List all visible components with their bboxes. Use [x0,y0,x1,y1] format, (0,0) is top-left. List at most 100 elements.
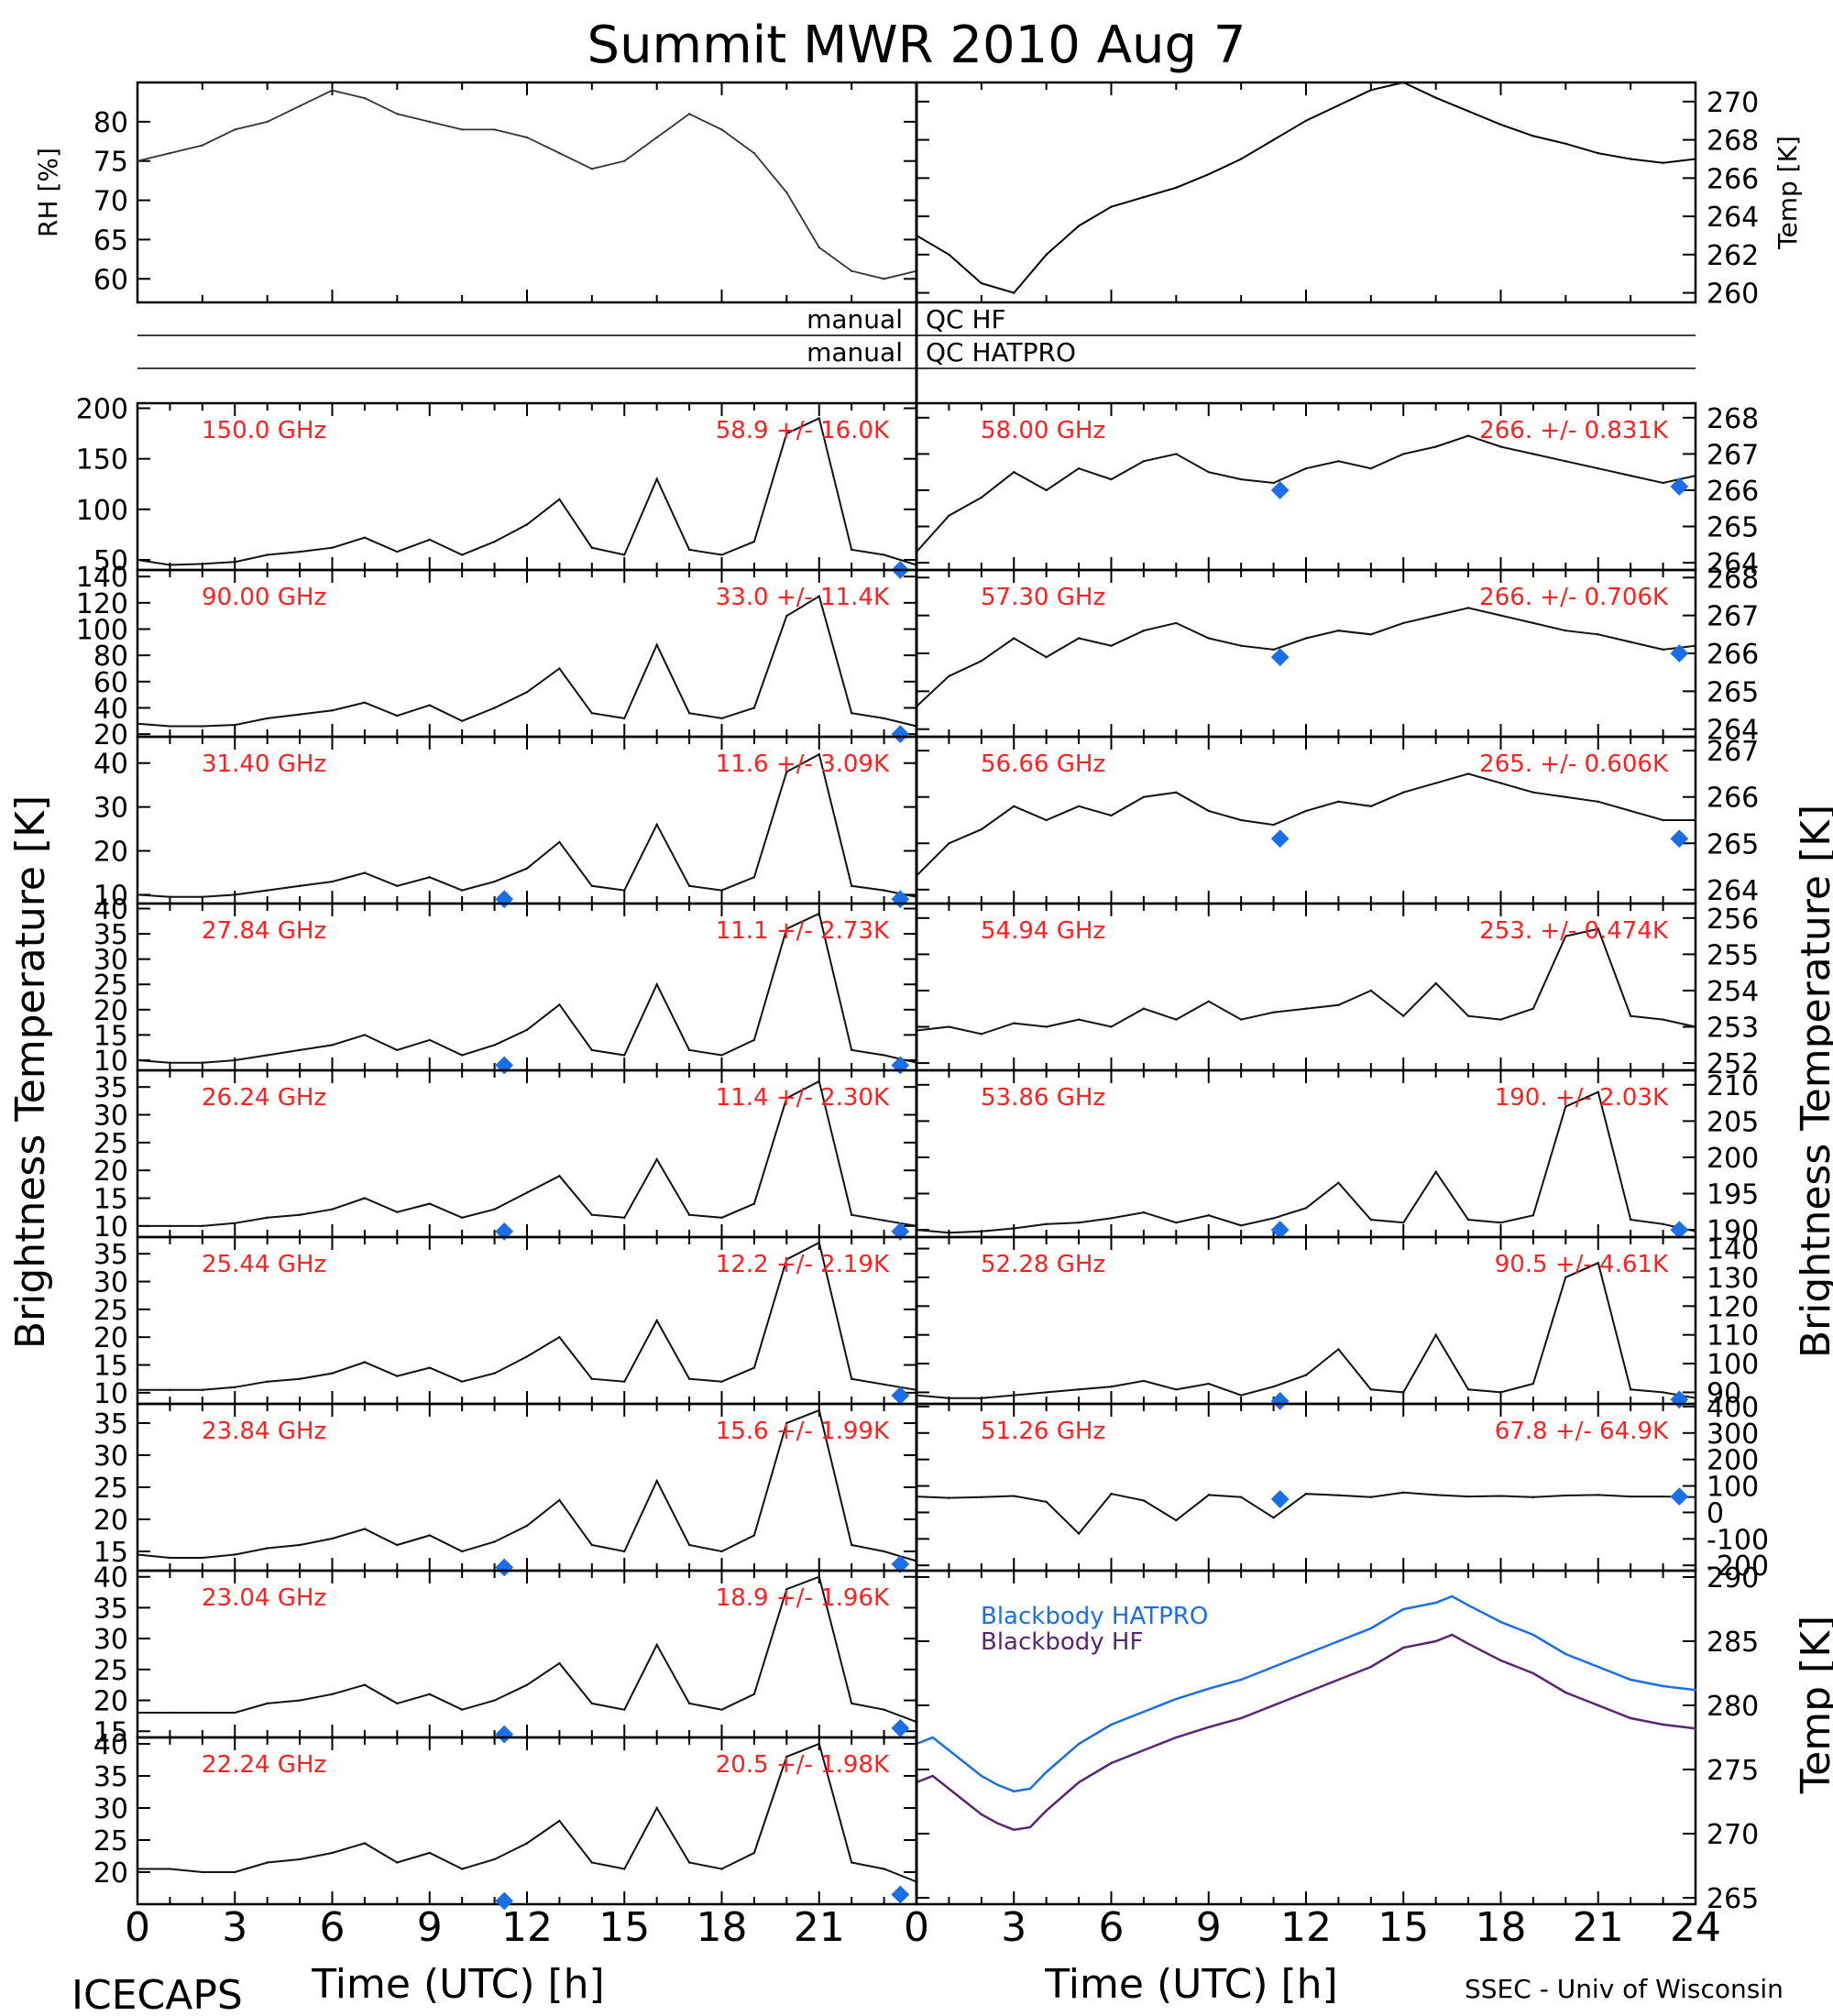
hf-channel-series-point [266,1380,269,1383]
hf-channel-ytick-label: 10 [93,1378,128,1410]
hatpro-channel-series-point [980,1397,983,1399]
rh-series-point [687,113,691,115]
time-tick-left: 3 [222,1904,247,1951]
temp-series-point [1434,96,1437,99]
hatpro-channel-series-point [1531,453,1535,455]
hf-channel-series-point [818,1079,820,1083]
hf-channel-series-point [590,884,594,888]
hf-channel-series-point [298,1543,302,1547]
hatpro-channel-series-point [1662,648,1664,652]
hatpro-channel-series-point [948,842,950,845]
hf-channel-series-point [850,1702,853,1705]
hf-channel-ytick-label: 25 [93,1655,128,1687]
hf-channel-stat-label: 58.9 +/- 16.0K [716,417,890,444]
hatpro-channel-series [916,772,1696,877]
hatpro-channel-series-point [1142,1379,1146,1383]
hf-channel-series-point [428,1366,431,1369]
hf-channel-series-point [201,895,204,899]
hatpro-channel-series-point [1662,818,1664,822]
hf-channel-series-point [883,1550,885,1553]
hatpro-channel-series-point [1629,474,1632,477]
hf-channel-series-point [396,1702,399,1705]
blackbody-series-point [1466,1604,1470,1607]
hatpro-channel-series-point [1045,1025,1048,1028]
hatpro-channel-ytick-label: -200 [1707,1550,1769,1583]
rh-ytick-label: 70 [93,186,128,218]
hf-channel-ytick-label: 15 [93,1537,128,1569]
hf-channel-series-point [623,553,626,556]
hf-channel-series-point [655,1806,658,1810]
blackbody-series-point [1337,1639,1340,1643]
hatpro-channel-series-point [1466,1495,1470,1498]
blackbody-series-point [1110,1761,1113,1765]
hf-channel-series-point [396,1861,399,1864]
hf-channel-series-point [558,498,561,500]
hatpro-channel-sounding-marker [1270,481,1290,499]
hf-channel-series-point [136,1388,139,1392]
hf-channel-ytick-label: 15 [93,1020,128,1052]
hf-channel-series-point [752,1202,756,1205]
hf-channel-series-point [525,1524,529,1528]
hf-channel-series-point [298,713,302,716]
hatpro-channel-stat-label: 266. +/- 0.706K [1479,584,1669,611]
hf-channel-series-point [460,1216,464,1219]
hatpro-channel-series-point [1272,481,1275,485]
hatpro-channel-series-point [1369,467,1373,470]
blackbody-ytick-label: 285 [1707,1627,1759,1659]
hf-channel-series-point [266,717,269,720]
hf-channel-series-point [201,1870,204,1874]
hf-channel-series-point [266,1702,269,1705]
hf-channel-stat-label: 18.9 +/- 1.96K [716,1584,890,1612]
hf-channel-series-point [687,548,691,552]
hatpro-channel-series-point [1369,1496,1373,1498]
hatpro-channel-series-point [1045,1222,1048,1225]
hf-channel-ytick-label: 25 [93,1295,128,1327]
blackbody-series-point [1142,1710,1146,1714]
hf-channel-series-point [460,1708,464,1711]
hatpro-channel-ytick-label: 90 [1707,1377,1741,1409]
hatpro-channel-series-point [1045,488,1048,492]
time-tick-right: 24 [1670,1904,1721,1951]
hf-channel-series-point [623,1216,626,1219]
hf-channel-sounding-marker [891,725,910,744]
temp-ytick-label: 266 [1707,163,1759,195]
qc-panel: manual QC HF manual QC HATPRO [137,304,1696,369]
blackbody-series-point [1175,1736,1178,1739]
hatpro-channel-sounding-marker [1670,477,1689,496]
hf-channel-series-point [720,1054,723,1057]
hf-channel-series-point [396,1375,399,1377]
hf-channel-series-point [331,546,334,549]
hatpro-channel-series-point [1629,1495,1632,1498]
hatpro-channel-series-point [1662,481,1664,485]
blackbody-legend-entry: Blackbody HATPRO [981,1603,1208,1630]
hf-channel-series-point [623,889,626,892]
hatpro-channel-series-point [1142,1499,1146,1502]
hatpro-channel-series-point [1272,1011,1275,1013]
hatpro-channel-series-point [1207,637,1210,640]
hatpro-channel-series-point [1466,1014,1470,1017]
hf-channel-series-point [428,876,431,879]
hf-channel-series-point [298,1377,302,1380]
hatpro-channel-series-point [1304,1007,1308,1010]
hf-channel-series-point [883,1708,885,1711]
hf-channel-series-point [234,723,236,727]
blackbody-series-point [1434,1601,1437,1605]
hf-channel-ytick-label: 30 [93,945,128,977]
blackbody-series-point [1434,1639,1437,1643]
time-tick-right: 18 [1476,1904,1527,1951]
hf-channel-series-point [558,1819,561,1823]
hatpro-channel-ytick-label: 264 [1707,548,1759,580]
hatpro-channel-series-point [1402,791,1405,794]
hf-channel-series-point [201,1388,204,1392]
hatpro-channel-ytick-label: 130 [1707,1263,1759,1295]
blackbody-series-point [931,1774,934,1778]
hatpro-channel-series-point [1304,467,1308,470]
rh-series-point [493,128,496,131]
hatpro-channel-ytick-label: 267 [1707,439,1759,471]
hf-channel-freq-label: 23.84 GHz [202,1418,326,1445]
hf-channel-series-point [655,643,658,646]
temp-series-point [1142,196,1146,199]
hf-channel-series-point [460,719,464,723]
hatpro-channel-series-point [1110,1493,1113,1496]
